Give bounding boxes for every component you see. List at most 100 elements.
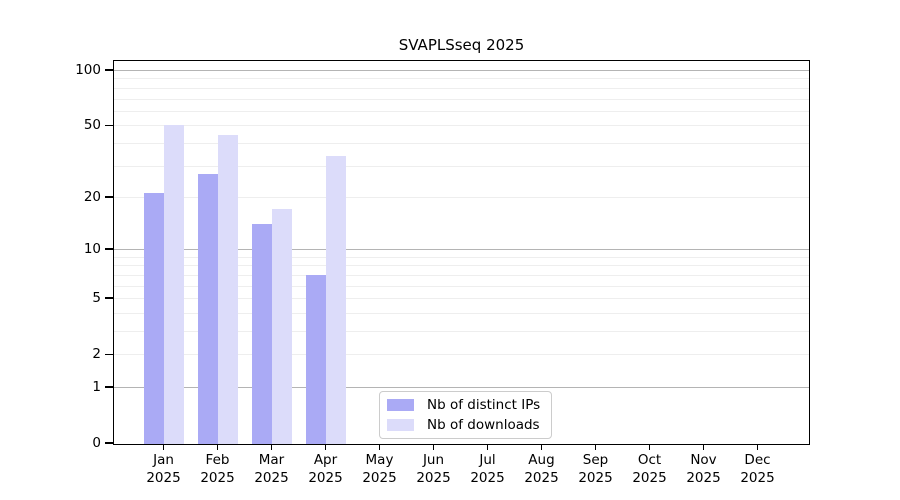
x-tick-label-jun: Jun 2025 (416, 452, 450, 488)
month-label: Oct (637, 452, 662, 468)
month-label: Jan (153, 452, 174, 468)
year-label: 2025 (686, 469, 721, 486)
x-tick-label-jan: Jan 2025 (146, 452, 180, 488)
gridline-5 (113, 298, 810, 300)
bar-downloads-mar (271, 209, 292, 445)
year-label: 2025 (200, 469, 235, 486)
x-tick-jul (486, 445, 489, 450)
bar-downloads-apr (325, 155, 346, 445)
bar-ips-mar (251, 224, 272, 445)
bar-downloads-jan (163, 125, 184, 445)
y-tick-50 (105, 124, 113, 126)
x-tick-label-dec: Dec 2025 (740, 452, 774, 488)
month-label: Sep (582, 452, 609, 468)
y-tick-20 (105, 196, 113, 198)
y-tick-1 (105, 386, 113, 388)
year-label: 2025 (254, 469, 289, 486)
x-tick-label-nov: Nov 2025 (686, 452, 720, 488)
gridline-7 (113, 274, 810, 276)
x-tick-mar (270, 445, 273, 450)
legend-label-distinct-ips: Nb of distinct IPs (427, 397, 541, 413)
y-tick-label-5: 5 (92, 290, 101, 307)
year-label: 2025 (632, 469, 667, 486)
gridline-6 (113, 285, 810, 287)
month-label: Dec (744, 452, 771, 468)
gridline-3 (113, 331, 810, 332)
gridline-60 (113, 110, 810, 112)
x-tick-feb (216, 445, 219, 450)
y-tick-5 (105, 297, 113, 299)
x-tick-label-may: May 2025 (362, 452, 396, 488)
gridline-9 (113, 256, 810, 258)
gridline-20 (113, 196, 810, 198)
x-tick-label-oct: Oct 2025 (632, 452, 666, 488)
y-tick-0 (105, 442, 113, 444)
x-tick-dec (756, 445, 759, 450)
x-tick-label-sep: Sep 2025 (578, 452, 612, 488)
gridline-10 (113, 249, 810, 251)
x-tick-aug (540, 445, 543, 450)
legend-label-downloads: Nb of downloads (427, 417, 540, 433)
bar-downloads-feb (217, 135, 238, 445)
x-tick-apr (324, 445, 327, 450)
gridline-2 (113, 354, 810, 356)
y-tick-label-50: 50 (83, 117, 101, 134)
x-tick-label-apr: Apr 2025 (308, 452, 342, 488)
gridline-30 (113, 165, 810, 167)
x-tick-nov (702, 445, 705, 450)
year-label: 2025 (470, 469, 505, 486)
gridline-90 (113, 78, 810, 80)
gridline-8 (113, 265, 810, 267)
y-tick-label-2: 2 (92, 346, 101, 363)
legend-item-distinct-ips: Nb of distinct IPs (387, 397, 540, 413)
gridline-70 (113, 98, 810, 100)
y-tick-label-100: 100 (75, 62, 101, 78)
month-label: Nov (690, 452, 717, 468)
gridline-50 (113, 125, 810, 127)
y-tick-label-20: 20 (83, 188, 101, 205)
year-label: 2025 (524, 469, 559, 486)
month-label: Feb (205, 452, 230, 468)
x-tick-oct (648, 445, 651, 450)
year-label: 2025 (416, 469, 451, 486)
x-tick-jun (432, 445, 435, 450)
x-tick-label-mar: Mar 2025 (254, 452, 288, 488)
year-label: 2025 (362, 469, 397, 486)
gridline-100 (113, 70, 810, 71)
x-tick-may (378, 445, 381, 450)
legend-swatch-distinct-ips (387, 399, 414, 411)
y-tick-label-10: 10 (83, 241, 101, 258)
year-label: 2025 (740, 469, 775, 486)
x-tick-sep (594, 445, 597, 450)
x-tick-jan (162, 445, 165, 450)
year-label: 2025 (308, 469, 343, 486)
legend: Nb of distinct IPs Nb of downloads (379, 391, 553, 439)
gridline-4 (113, 312, 810, 314)
x-tick-label-feb: Feb 2025 (200, 452, 234, 488)
gridline-40 (113, 142, 810, 144)
legend-item-downloads: Nb of downloads (387, 417, 540, 433)
year-label: 2025 (578, 469, 613, 486)
month-label: Aug (528, 452, 555, 468)
bar-ips-jan (143, 193, 164, 445)
plot-area: Nb of distinct IPs Nb of downloads 0 1 2 5 1… (75, 60, 810, 486)
month-label: Jul (479, 452, 496, 468)
gridline-80 (113, 87, 810, 89)
gridline-1 (113, 387, 810, 388)
month-label: Jun (422, 452, 445, 468)
year-label: 2025 (146, 469, 181, 486)
bar-ips-apr (305, 274, 326, 445)
y-tick-label-0: 0 (92, 435, 101, 451)
month-label: May (365, 452, 394, 468)
y-tick-100 (105, 69, 113, 71)
x-tick-label-aug: Aug 2025 (524, 452, 558, 488)
month-label: Mar (258, 452, 285, 468)
y-tick-10 (105, 248, 113, 250)
month-label: Apr (313, 452, 338, 468)
legend-swatch-downloads (387, 419, 414, 431)
bar-ips-feb (197, 173, 218, 445)
y-tick-2 (105, 353, 113, 355)
x-tick-label-jul: Jul 2025 (470, 452, 504, 488)
chart-title: SVAPLSseq 2025 (398, 36, 525, 54)
